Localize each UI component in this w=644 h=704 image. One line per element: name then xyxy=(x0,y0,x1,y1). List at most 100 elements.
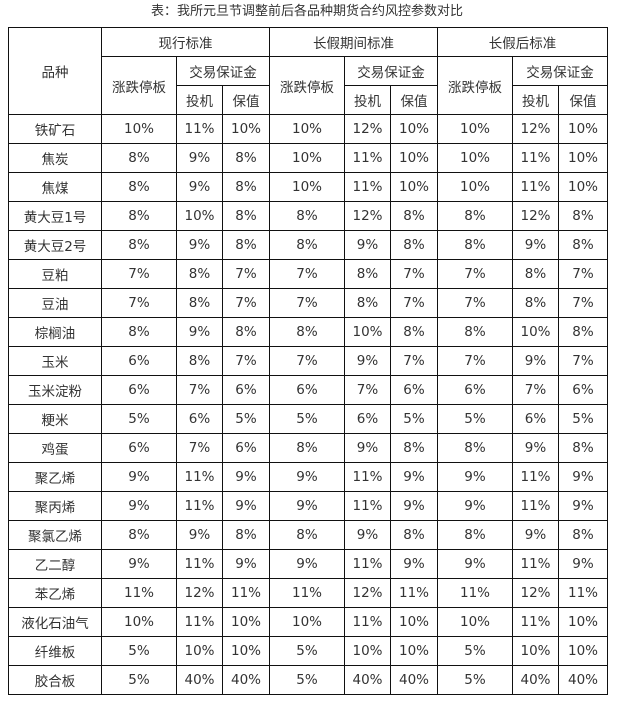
cell-holiday-hedge: 9% xyxy=(390,491,438,521)
cell-variety: 焦煤 xyxy=(8,172,102,202)
cell-holiday-limit: 11% xyxy=(269,578,345,608)
cell-current-hedge: 8% xyxy=(222,520,270,550)
cell-holiday-hedge: 10% xyxy=(390,143,438,173)
cell-holiday-spec: 8% xyxy=(344,259,391,289)
cell-after-hedge: 7% xyxy=(558,288,608,318)
cell-current-spec: 12% xyxy=(176,578,223,608)
cell-after-limit: 8% xyxy=(437,201,513,231)
table-row: 苯乙烯 11% 12% 11% 11% 12% 11% 11% 12% 11% xyxy=(8,578,608,608)
cell-after-hedge: 10% xyxy=(558,114,608,144)
cell-variety: 粳米 xyxy=(8,404,102,434)
cell-current-hedge: 8% xyxy=(222,201,270,231)
cell-current-limit: 10% xyxy=(101,114,177,144)
cell-variety: 焦炭 xyxy=(8,143,102,173)
cell-holiday-hedge: 8% xyxy=(390,433,438,463)
cell-after-hedge: 10% xyxy=(558,143,608,173)
cell-holiday-spec: 11% xyxy=(344,549,391,579)
cell-after-spec: 12% xyxy=(512,114,559,144)
cell-holiday-hedge: 7% xyxy=(390,259,438,289)
cell-current-limit: 6% xyxy=(101,346,177,376)
cell-holiday-limit: 10% xyxy=(269,114,345,144)
cell-holiday-limit: 7% xyxy=(269,288,345,318)
cell-holiday-spec: 12% xyxy=(344,578,391,608)
cell-after-limit: 5% xyxy=(437,665,513,695)
cell-current-hedge: 7% xyxy=(222,259,270,289)
table-row: 焦炭 8% 9% 8% 10% 11% 10% 10% 11% 10% xyxy=(8,143,608,173)
cell-after-limit: 11% xyxy=(437,578,513,608)
cell-after-hedge: 10% xyxy=(558,607,608,637)
cell-holiday-limit: 6% xyxy=(269,375,345,405)
cell-current-limit: 9% xyxy=(101,491,177,521)
cell-holiday-hedge: 6% xyxy=(390,375,438,405)
cell-current-hedge: 5% xyxy=(222,404,270,434)
cell-after-hedge: 11% xyxy=(558,578,608,608)
cell-after-hedge: 7% xyxy=(558,346,608,376)
header-spec: 投机 xyxy=(176,85,223,115)
cell-after-limit: 7% xyxy=(437,288,513,318)
cell-after-limit: 5% xyxy=(437,404,513,434)
header-hedge: 保值 xyxy=(390,85,438,115)
cell-holiday-hedge: 7% xyxy=(390,288,438,318)
cell-holiday-limit: 10% xyxy=(269,143,345,173)
cell-after-spec: 9% xyxy=(512,433,559,463)
cell-holiday-limit: 7% xyxy=(269,259,345,289)
table-row: 乙二醇 9% 11% 9% 9% 11% 9% 9% 11% 9% xyxy=(8,549,608,579)
cell-after-hedge: 40% xyxy=(558,665,608,695)
cell-holiday-spec: 9% xyxy=(344,230,391,260)
cell-after-spec: 11% xyxy=(512,491,559,521)
cell-after-spec: 40% xyxy=(512,665,559,695)
cell-after-spec: 10% xyxy=(512,317,559,347)
cell-holiday-spec: 9% xyxy=(344,520,391,550)
cell-holiday-limit: 5% xyxy=(269,665,345,695)
cell-holiday-hedge: 10% xyxy=(390,636,438,666)
table-row: 豆油 7% 8% 7% 7% 8% 7% 7% 8% 7% xyxy=(8,288,608,318)
cell-variety: 棕榈油 xyxy=(8,317,102,347)
cell-variety: 豆油 xyxy=(8,288,102,318)
header-spec: 投机 xyxy=(512,85,559,115)
cell-holiday-spec: 11% xyxy=(344,491,391,521)
cell-holiday-spec: 11% xyxy=(344,172,391,202)
cell-current-hedge: 8% xyxy=(222,143,270,173)
cell-holiday-spec: 6% xyxy=(344,404,391,434)
cell-current-hedge: 8% xyxy=(222,172,270,202)
cell-after-spec: 8% xyxy=(512,288,559,318)
cell-current-spec: 10% xyxy=(176,201,223,231)
cell-variety: 聚氯乙烯 xyxy=(8,520,102,550)
cell-holiday-spec: 7% xyxy=(344,375,391,405)
cell-after-spec: 11% xyxy=(512,143,559,173)
cell-after-spec: 11% xyxy=(512,549,559,579)
cell-after-hedge: 10% xyxy=(558,636,608,666)
cell-holiday-limit: 10% xyxy=(269,607,345,637)
table-row: 粳米 5% 6% 5% 5% 6% 5% 5% 6% 5% xyxy=(8,404,608,434)
table-row: 聚乙烯 9% 11% 9% 9% 11% 9% 9% 11% 9% xyxy=(8,462,608,492)
cell-after-spec: 11% xyxy=(512,172,559,202)
cell-holiday-spec: 12% xyxy=(344,201,391,231)
cell-variety: 铁矿石 xyxy=(8,114,102,144)
table-row: 胶合板 5% 40% 40% 5% 40% 40% 5% 40% 40% xyxy=(8,665,608,695)
cell-holiday-spec: 8% xyxy=(344,288,391,318)
cell-after-hedge: 5% xyxy=(558,404,608,434)
cell-after-hedge: 9% xyxy=(558,491,608,521)
cell-current-spec: 9% xyxy=(176,317,223,347)
cell-variety: 乙二醇 xyxy=(8,549,102,579)
cell-after-limit: 7% xyxy=(437,259,513,289)
cell-current-limit: 5% xyxy=(101,636,177,666)
cell-holiday-limit: 8% xyxy=(269,317,345,347)
cell-holiday-limit: 10% xyxy=(269,172,345,202)
header-hedge: 保值 xyxy=(222,85,270,115)
cell-current-spec: 7% xyxy=(176,375,223,405)
header-spec: 投机 xyxy=(344,85,391,115)
cell-holiday-hedge: 9% xyxy=(390,549,438,579)
table-row: 聚氯乙烯 8% 9% 8% 8% 9% 8% 8% 9% 8% xyxy=(8,520,608,550)
cell-current-hedge: 9% xyxy=(222,549,270,579)
cell-current-limit: 7% xyxy=(101,288,177,318)
cell-after-limit: 6% xyxy=(437,375,513,405)
cell-current-limit: 8% xyxy=(101,143,177,173)
cell-holiday-hedge: 8% xyxy=(390,317,438,347)
cell-after-spec: 8% xyxy=(512,259,559,289)
cell-current-limit: 10% xyxy=(101,607,177,637)
cell-current-limit: 6% xyxy=(101,433,177,463)
cell-current-limit: 5% xyxy=(101,665,177,695)
cell-holiday-hedge: 10% xyxy=(390,607,438,637)
cell-holiday-spec: 12% xyxy=(344,114,391,144)
